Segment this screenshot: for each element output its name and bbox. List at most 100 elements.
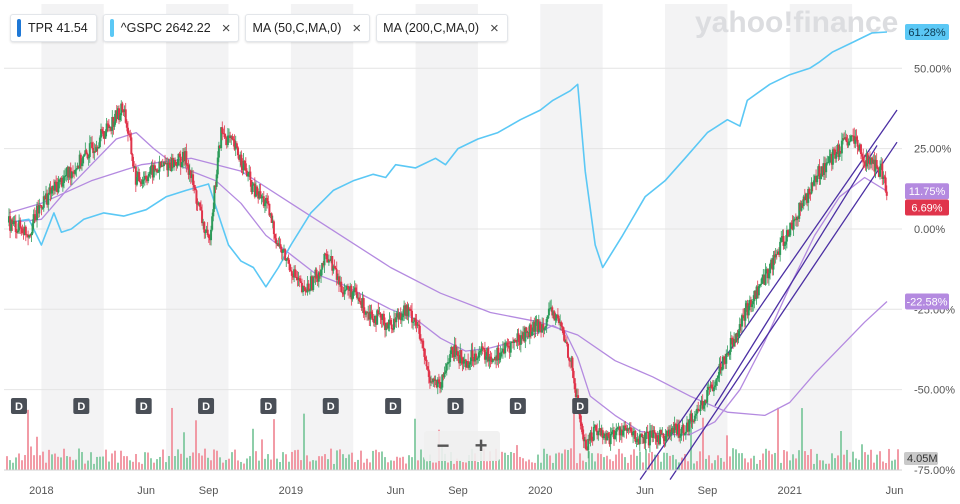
tpr-candle[interactable]: [359, 294, 362, 305]
tpr-candle[interactable]: [388, 312, 391, 332]
tpr-candle[interactable]: [304, 287, 307, 296]
tpr-candle[interactable]: [726, 345, 729, 357]
tpr-candle[interactable]: [488, 353, 491, 369]
tpr-candle[interactable]: [389, 315, 392, 326]
tpr-candle[interactable]: [450, 345, 453, 358]
tpr-candle[interactable]: [342, 286, 345, 297]
tpr-candle[interactable]: [407, 303, 410, 324]
tpr-candle[interactable]: [258, 184, 261, 200]
tpr-candle[interactable]: [873, 151, 876, 177]
tpr-candle[interactable]: [146, 175, 149, 186]
tpr-candle[interactable]: [266, 193, 269, 209]
tpr-candle[interactable]: [771, 258, 774, 276]
tpr-candle[interactable]: [358, 292, 361, 304]
tpr-candle[interactable]: [260, 194, 263, 205]
tpr-candle[interactable]: [76, 162, 79, 170]
tpr-candle[interactable]: [508, 341, 511, 359]
tpr-candle[interactable]: [620, 423, 623, 443]
tpr-candle[interactable]: [54, 179, 57, 195]
tpr-candle[interactable]: [433, 375, 436, 388]
tpr-candle[interactable]: [792, 215, 795, 236]
tpr-candle[interactable]: [62, 170, 65, 189]
tpr-candle[interactable]: [116, 105, 119, 120]
tpr-candle[interactable]: [437, 373, 440, 384]
tpr-candle[interactable]: [587, 434, 590, 459]
tpr-candle[interactable]: [129, 129, 132, 141]
tpr-candle[interactable]: [303, 280, 306, 292]
tpr-candle[interactable]: [588, 433, 591, 444]
tpr-candle[interactable]: [423, 347, 426, 365]
tpr-candle[interactable]: [452, 346, 455, 362]
tpr-candle[interactable]: [876, 165, 879, 171]
ma50-line[interactable]: [8, 131, 888, 436]
tpr-candle[interactable]: [208, 233, 211, 246]
tpr-candle[interactable]: [15, 229, 18, 239]
tpr-candle[interactable]: [89, 136, 92, 144]
tpr-candle[interactable]: [41, 206, 44, 210]
tpr-candle[interactable]: [109, 126, 112, 132]
tpr-candle[interactable]: [821, 163, 824, 177]
tpr-candle[interactable]: [239, 151, 242, 168]
tpr-candle[interactable]: [321, 262, 324, 276]
tpr-candle[interactable]: [719, 356, 722, 374]
tpr-candle[interactable]: [396, 308, 399, 318]
tpr-candle[interactable]: [510, 341, 513, 344]
tpr-candle[interactable]: [409, 305, 412, 316]
tpr-candle[interactable]: [816, 175, 819, 185]
tpr-candle[interactable]: [415, 314, 418, 333]
tpr-candle[interactable]: [830, 152, 833, 171]
tpr-candle[interactable]: [613, 426, 616, 446]
tpr-candle[interactable]: [541, 317, 544, 333]
tpr-candle[interactable]: [377, 302, 380, 317]
dividend-marker[interactable]: D: [73, 398, 90, 414]
tpr-candle[interactable]: [504, 339, 507, 358]
tpr-candle[interactable]: [789, 222, 792, 238]
tpr-candle[interactable]: [11, 217, 14, 232]
tpr-candle[interactable]: [442, 372, 445, 381]
tpr-candle[interactable]: [881, 158, 884, 186]
tpr-candle[interactable]: [562, 326, 565, 341]
tpr-candle[interactable]: [788, 229, 791, 238]
tpr-candle[interactable]: [343, 283, 346, 300]
tpr-candle[interactable]: [160, 160, 163, 168]
tpr-candle[interactable]: [465, 360, 468, 369]
tpr-candle[interactable]: [480, 341, 483, 356]
tpr-candle[interactable]: [746, 299, 749, 319]
tpr-candle[interactable]: [835, 152, 838, 163]
dividend-marker[interactable]: D: [322, 398, 339, 414]
tpr-candle[interactable]: [727, 352, 730, 357]
tpr-candle[interactable]: [83, 153, 86, 157]
tpr-candle[interactable]: [176, 159, 179, 169]
tpr-candle[interactable]: [862, 148, 865, 170]
tpr-candle[interactable]: [78, 150, 81, 172]
tpr-candle[interactable]: [775, 249, 778, 260]
tpr-candle[interactable]: [410, 302, 413, 329]
tpr-candle[interactable]: [831, 146, 834, 170]
legend-chip-tpr[interactable]: TPR 41.54: [10, 14, 97, 42]
tpr-candle[interactable]: [406, 301, 409, 321]
tpr-candle[interactable]: [187, 159, 190, 180]
tpr-candle[interactable]: [877, 169, 880, 178]
tpr-candle[interactable]: [709, 380, 712, 393]
tpr-candle[interactable]: [599, 427, 602, 437]
tpr-candle[interactable]: [68, 166, 71, 180]
tpr-candle[interactable]: [663, 435, 666, 448]
tpr-candle[interactable]: [276, 240, 279, 247]
legend-chip-gspc[interactable]: ^GSPC 2642.22 ×: [102, 14, 240, 42]
tpr-candle[interactable]: [261, 193, 264, 203]
tpr-candle[interactable]: [263, 199, 266, 214]
tpr-candle[interactable]: [305, 289, 308, 293]
tpr-candle[interactable]: [870, 157, 873, 169]
tpr-candle[interactable]: [110, 126, 113, 135]
tpr-candle[interactable]: [297, 271, 300, 287]
tpr-candle[interactable]: [341, 285, 344, 298]
tpr-candle[interactable]: [193, 180, 196, 194]
tpr-candle[interactable]: [306, 276, 309, 296]
tpr-candle[interactable]: [782, 229, 785, 250]
tpr-candle[interactable]: [327, 254, 330, 266]
tpr-candle[interactable]: [47, 192, 50, 211]
tpr-candle[interactable]: [171, 153, 174, 169]
tpr-candle[interactable]: [164, 154, 167, 165]
tpr-candle[interactable]: [288, 259, 291, 273]
